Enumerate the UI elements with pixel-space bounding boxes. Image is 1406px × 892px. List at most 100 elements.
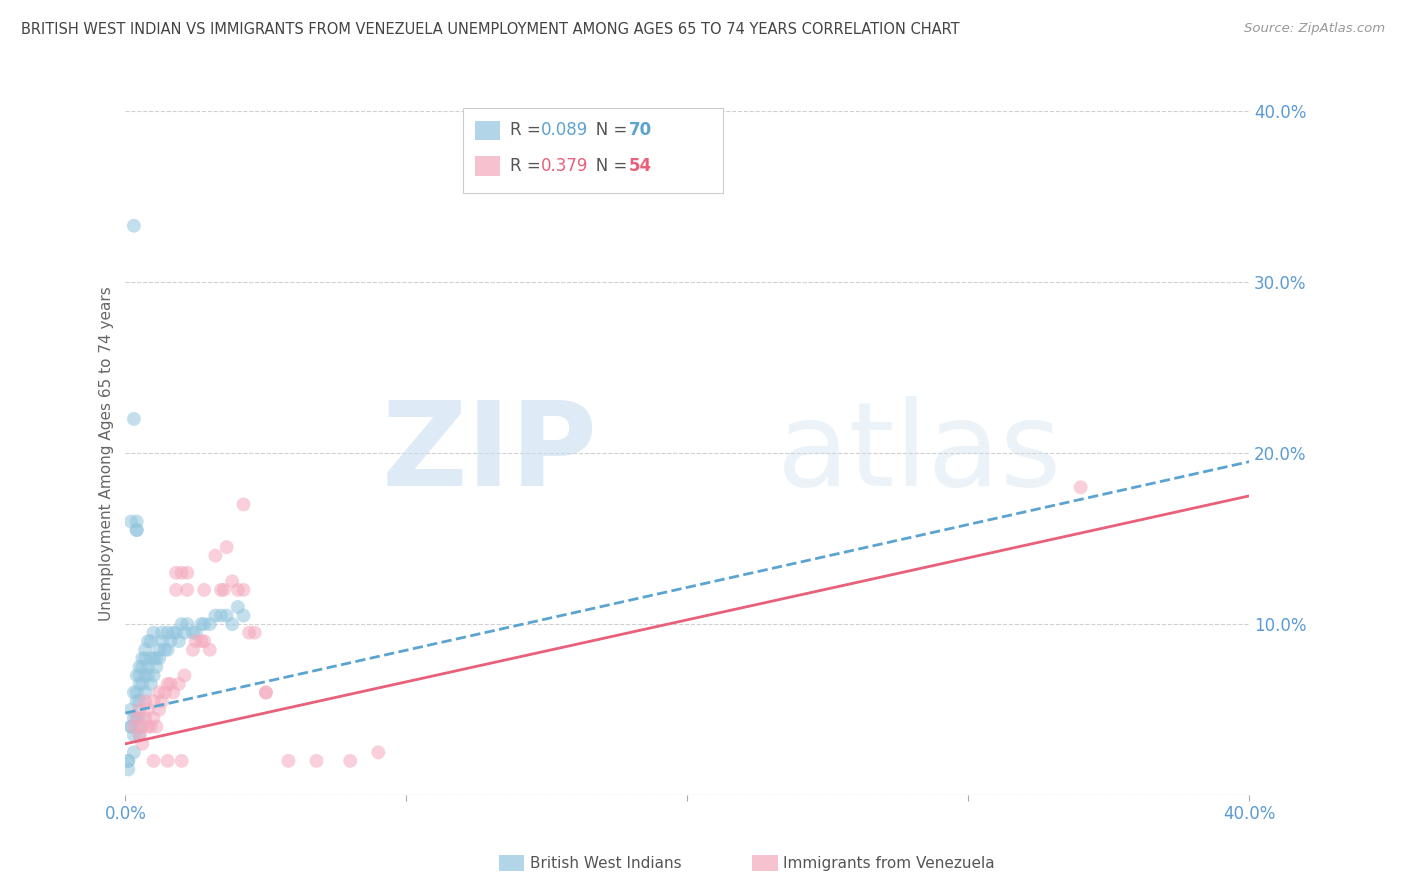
Point [136, 634, 159, 648]
Point [226, 582, 249, 597]
Point [134, 642, 156, 657]
Point [131, 720, 153, 734]
Point [131, 737, 153, 751]
Point [128, 728, 150, 742]
Point [153, 642, 176, 657]
Point [232, 497, 254, 511]
Point [215, 540, 238, 554]
Point [170, 566, 193, 580]
Point [128, 702, 150, 716]
Point [148, 651, 170, 665]
Point [254, 685, 277, 699]
Point [165, 582, 187, 597]
Point [198, 642, 221, 657]
Point [204, 608, 226, 623]
Point [122, 720, 145, 734]
Y-axis label: Unemployment Among Ages 65 to 74 years: Unemployment Among Ages 65 to 74 years [100, 285, 114, 621]
Point [128, 694, 150, 708]
Point [148, 642, 170, 657]
Point [176, 582, 198, 597]
Point [136, 702, 159, 716]
Point [226, 599, 249, 614]
Point [142, 625, 165, 640]
Point [159, 634, 181, 648]
Point [125, 685, 148, 699]
Point [134, 651, 156, 665]
Text: Source: ZipAtlas.com: Source: ZipAtlas.com [1244, 22, 1385, 36]
Point [125, 515, 148, 529]
Point [125, 694, 148, 708]
Point [139, 634, 162, 648]
Point [122, 219, 145, 233]
Point [243, 625, 266, 640]
Point [150, 634, 173, 648]
Point [150, 625, 173, 640]
Point [136, 660, 159, 674]
Point [125, 523, 148, 537]
Point [305, 754, 328, 768]
Point [190, 617, 212, 632]
Point [190, 634, 212, 648]
Point [156, 754, 179, 768]
Point [120, 720, 142, 734]
Text: 54: 54 [630, 157, 652, 175]
Point [120, 702, 142, 716]
Point [131, 660, 153, 674]
Point [238, 625, 260, 640]
Point [150, 694, 173, 708]
Text: N =: N = [581, 157, 633, 175]
Point [221, 617, 243, 632]
Point [254, 685, 277, 699]
Point [134, 685, 156, 699]
Point [173, 625, 195, 640]
Point [156, 625, 179, 640]
Point [122, 728, 145, 742]
Point [162, 685, 184, 699]
Point [232, 582, 254, 597]
Point [134, 668, 156, 682]
Point [128, 728, 150, 742]
Text: Immigrants from Venezuela: Immigrants from Venezuela [783, 856, 995, 871]
Text: ZIP: ZIP [381, 396, 598, 510]
Text: BRITISH WEST INDIAN VS IMMIGRANTS FROM VENEZUELA UNEMPLOYMENT AMONG AGES 65 TO 7: BRITISH WEST INDIAN VS IMMIGRANTS FROM V… [21, 22, 960, 37]
Point [170, 617, 193, 632]
Point [117, 763, 139, 777]
Point [131, 651, 153, 665]
Point [193, 634, 215, 648]
Point [142, 651, 165, 665]
Point [209, 582, 232, 597]
Point [125, 711, 148, 725]
Point [156, 642, 179, 657]
Text: R =: R = [510, 157, 546, 175]
Point [209, 608, 232, 623]
Point [125, 523, 148, 537]
Point [128, 711, 150, 725]
Point [153, 685, 176, 699]
Point [125, 711, 148, 725]
Point [131, 677, 153, 691]
Point [184, 634, 207, 648]
Text: British West Indians: British West Indians [530, 856, 682, 871]
Point [117, 754, 139, 768]
Point [215, 608, 238, 623]
Point [148, 702, 170, 716]
Point [367, 745, 389, 759]
Point [193, 617, 215, 632]
Point [198, 617, 221, 632]
Point [122, 685, 145, 699]
Point [120, 720, 142, 734]
Point [277, 754, 299, 768]
Text: 70: 70 [630, 121, 652, 139]
Point [204, 549, 226, 563]
Point [136, 668, 159, 682]
Point [134, 694, 156, 708]
Point [156, 677, 179, 691]
Point [128, 677, 150, 691]
Point [134, 711, 156, 725]
Point [125, 668, 148, 682]
Point [139, 720, 162, 734]
Point [136, 720, 159, 734]
Point [159, 677, 181, 691]
Point [167, 677, 190, 691]
Point [145, 651, 167, 665]
